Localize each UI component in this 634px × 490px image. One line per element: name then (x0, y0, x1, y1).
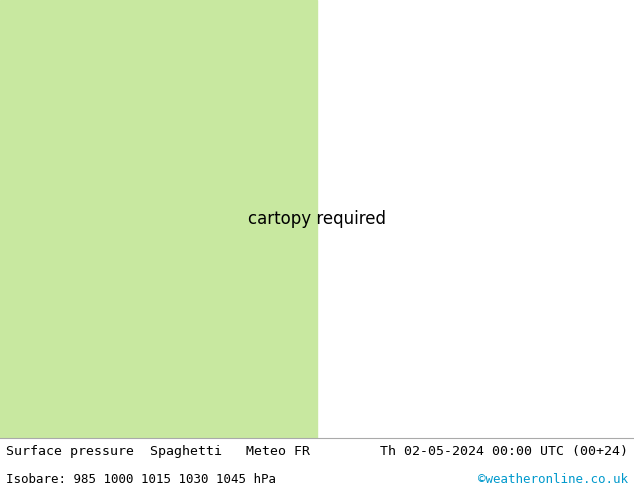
Text: Surface pressure  Spaghetti   Meteo FR: Surface pressure Spaghetti Meteo FR (6, 444, 310, 458)
Text: Th 02-05-2024 00:00 UTC (00+24): Th 02-05-2024 00:00 UTC (00+24) (380, 444, 628, 458)
Text: Isobare: 985 1000 1015 1030 1045 hPa: Isobare: 985 1000 1015 1030 1045 hPa (6, 473, 276, 486)
Text: ©weatheronline.co.uk: ©weatheronline.co.uk (477, 473, 628, 486)
Bar (0, 0, 317, 438)
Text: cartopy required: cartopy required (248, 210, 386, 228)
